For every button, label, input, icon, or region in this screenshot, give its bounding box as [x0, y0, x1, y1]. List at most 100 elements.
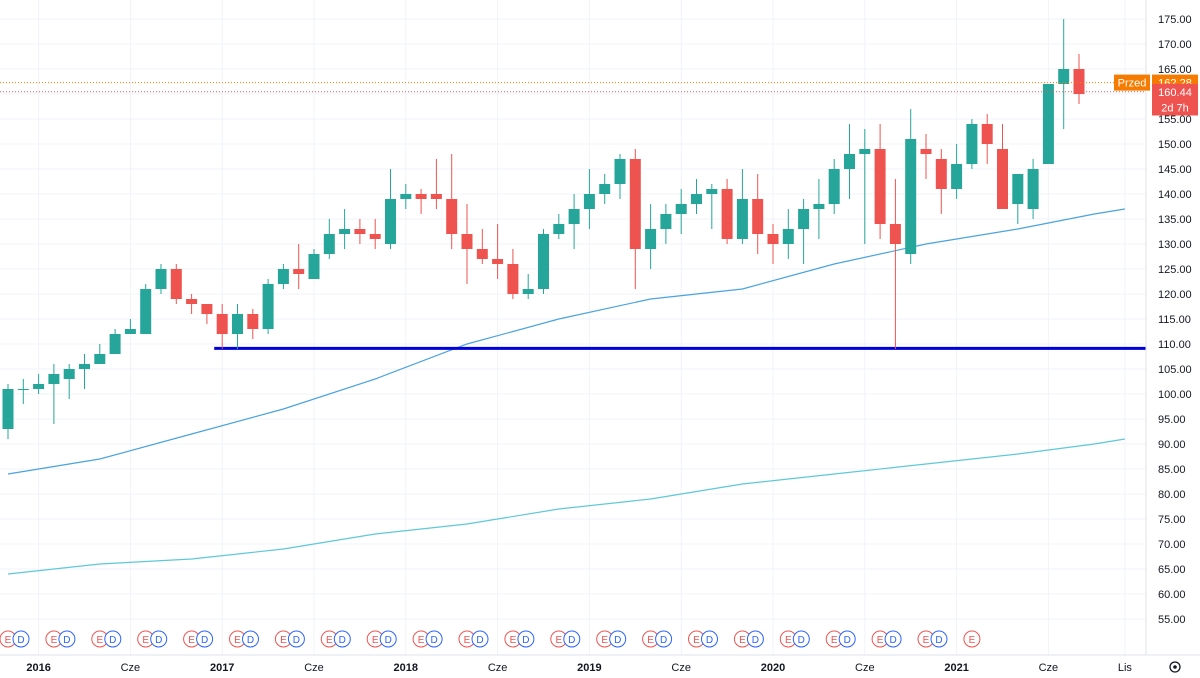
dividend-icon[interactable]: [792, 630, 810, 648]
candle[interactable]: [721, 179, 733, 244]
candle[interactable]: [277, 264, 289, 289]
candle[interactable]: [553, 214, 565, 239]
dividend-icon[interactable]: [104, 630, 122, 648]
dividend-icon[interactable]: [746, 630, 764, 648]
dividend-icon[interactable]: [287, 630, 305, 648]
candle[interactable]: [568, 194, 580, 249]
candle[interactable]: [155, 264, 167, 294]
candle[interactable]: [170, 264, 182, 304]
candle[interactable]: [247, 309, 259, 339]
candle[interactable]: [507, 249, 519, 299]
candle[interactable]: [782, 209, 794, 259]
candle[interactable]: [124, 319, 136, 334]
candles[interactable]: [2, 19, 1085, 439]
candle[interactable]: [232, 304, 243, 349]
candle[interactable]: [140, 284, 152, 334]
candle[interactable]: [706, 184, 718, 229]
candle[interactable]: [94, 344, 106, 364]
candle[interactable]: [1073, 54, 1085, 104]
candle[interactable]: [798, 199, 810, 264]
candle[interactable]: [186, 294, 198, 314]
dividend-icon[interactable]: [471, 630, 489, 648]
candle[interactable]: [308, 249, 320, 279]
candle[interactable]: [889, 179, 901, 349]
candle[interactable]: [79, 354, 90, 389]
candle[interactable]: [935, 149, 947, 214]
candle[interactable]: [966, 119, 978, 169]
candle[interactable]: [522, 274, 534, 299]
candle[interactable]: [951, 144, 963, 199]
dividend-icon[interactable]: [12, 630, 30, 648]
candle[interactable]: [1027, 159, 1039, 219]
candle[interactable]: [354, 219, 366, 244]
candle[interactable]: [614, 154, 626, 199]
candle[interactable]: [691, 179, 702, 214]
dividend-icon[interactable]: [609, 630, 627, 648]
candle[interactable]: [415, 189, 427, 214]
candle[interactable]: [981, 114, 993, 164]
dividend-icon[interactable]: [930, 630, 948, 648]
candle[interactable]: [476, 229, 488, 264]
candle[interactable]: [828, 159, 840, 214]
candle[interactable]: [752, 174, 764, 254]
candle[interactable]: [385, 169, 396, 249]
candle[interactable]: [262, 279, 274, 334]
dividend-icon[interactable]: [838, 630, 856, 648]
candle[interactable]: [17, 379, 29, 404]
candle[interactable]: [767, 224, 779, 264]
candle[interactable]: [583, 169, 595, 229]
support-line[interactable]: 109.13: [214, 340, 1197, 357]
candle[interactable]: [63, 364, 75, 399]
candle[interactable]: [369, 219, 381, 249]
candle[interactable]: [48, 364, 60, 424]
candle[interactable]: [1058, 19, 1070, 129]
dividend-icon[interactable]: [563, 630, 581, 648]
candle[interactable]: [109, 329, 121, 354]
dividend-icon[interactable]: [58, 630, 76, 648]
dividend-icon[interactable]: [655, 630, 673, 648]
dividend-icon[interactable]: [884, 630, 902, 648]
candle[interactable]: [599, 174, 611, 204]
candle[interactable]: [629, 149, 641, 289]
candle[interactable]: [492, 224, 504, 279]
dividend-icon[interactable]: [425, 630, 443, 648]
dividend-icon[interactable]: [242, 630, 259, 648]
candle[interactable]: [874, 124, 886, 239]
dividend-icon[interactable]: [333, 630, 351, 648]
candle[interactable]: [675, 189, 687, 234]
candle[interactable]: [33, 374, 45, 394]
candle[interactable]: [216, 304, 228, 349]
dividend-icon[interactable]: [379, 630, 397, 648]
dividend-icon[interactable]: [517, 630, 535, 648]
candle[interactable]: [813, 179, 825, 239]
candle[interactable]: [859, 129, 871, 244]
candle[interactable]: [1012, 174, 1024, 224]
candle[interactable]: [997, 124, 1008, 209]
candle[interactable]: [400, 184, 412, 209]
gear-icon[interactable]: [1169, 661, 1181, 673]
candle[interactable]: [538, 229, 549, 294]
